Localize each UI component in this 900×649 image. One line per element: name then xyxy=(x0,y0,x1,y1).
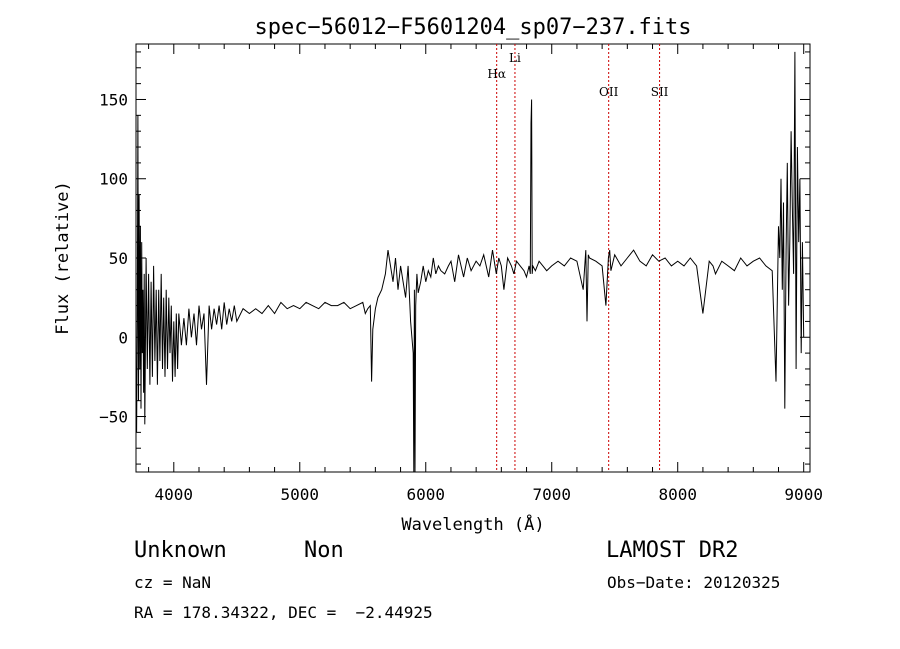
object-class: Unknown xyxy=(134,538,227,563)
ra-dec: RA = 178.34322, DEC = −2.44925 xyxy=(134,603,433,622)
x-tick-label-2: 6000 xyxy=(406,485,445,504)
x-tick-label-3: 7000 xyxy=(532,485,571,504)
survey-name: LAMOST DR2 xyxy=(606,538,739,563)
x-tick-label-5: 9000 xyxy=(784,485,823,504)
x-axis-ticks: 4000 5000 6000 7000 8000 9000 xyxy=(148,44,823,504)
x-tick-label-0: 4000 xyxy=(155,485,194,504)
object-subclass: Non xyxy=(304,538,344,563)
redshift-cz: cz = NaN xyxy=(134,573,212,592)
line-label-1: Li xyxy=(509,51,521,65)
line-label-2: OII xyxy=(599,85,619,99)
y-tick-label-2: 50 xyxy=(109,249,128,268)
y-tick-label-3: 100 xyxy=(99,170,128,189)
plot-frame xyxy=(135,43,811,473)
spectrum-line xyxy=(136,51,805,472)
y-tick-label-4: 150 xyxy=(99,90,128,109)
x-axis-label: Wavelength (Å) xyxy=(401,513,544,535)
y-tick-label-1: 0 xyxy=(118,328,128,347)
line-label-3: SII xyxy=(651,85,669,99)
spectrum-group xyxy=(136,51,805,472)
observation-date: Obs−Date: 20120325 xyxy=(607,573,781,592)
chart-title: spec−56012−F5601204_sp07−237.fits xyxy=(254,15,691,40)
x-tick-label-4: 8000 xyxy=(658,485,697,504)
x-tick-label-1: 5000 xyxy=(281,485,320,504)
y-tick-label-0: −50 xyxy=(99,408,128,427)
y-axis-ticks: −50 0 50 100 150 xyxy=(99,51,810,465)
y-axis-label: Flux (relative) xyxy=(53,181,73,335)
line-label-0: Hα xyxy=(487,67,506,81)
